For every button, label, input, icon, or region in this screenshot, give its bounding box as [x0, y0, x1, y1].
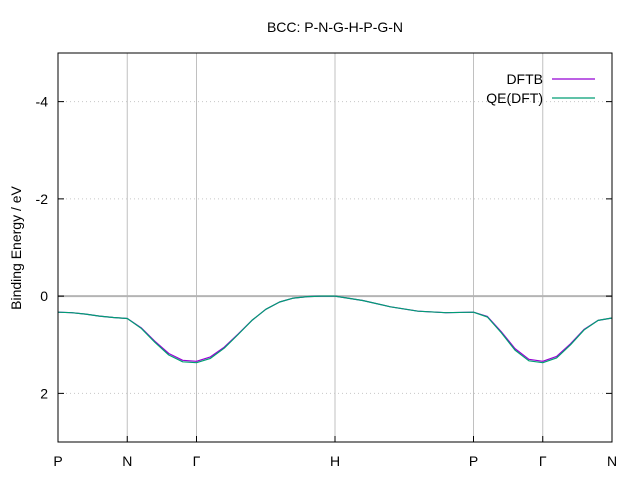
x-tick-label-1: N [122, 453, 132, 469]
series-line-qe-dft- [57, 295, 613, 364]
x-tick-label-5: Γ [539, 453, 547, 469]
y-axis-label: Binding Energy / eV [8, 185, 24, 309]
chart-title: BCC: P-N-G-H-P-G-N [267, 19, 403, 35]
grid-layer [57, 53, 613, 442]
y-tick-label-0: 2 [40, 385, 48, 401]
tick-layer: P N Γ H P Γ N 2 0 -2 -4 [36, 94, 618, 469]
legend: DFTB QE(DFT) [486, 71, 595, 106]
x-tick-label-3: H [330, 453, 340, 469]
y-tick-label-2: -2 [36, 191, 49, 207]
y-tick-label-1: 0 [40, 288, 48, 304]
x-tick-label-0: P [53, 453, 62, 469]
series-layer [57, 295, 613, 364]
x-tick-label-4: P [469, 453, 478, 469]
y-tick-label-3: -4 [36, 94, 49, 110]
legend-label-dftb: DFTB [506, 71, 543, 87]
legend-label-qe-dft-: QE(DFT) [486, 90, 543, 106]
x-tick-label-6: N [607, 453, 617, 469]
x-tick-label-2: Γ [193, 453, 201, 469]
